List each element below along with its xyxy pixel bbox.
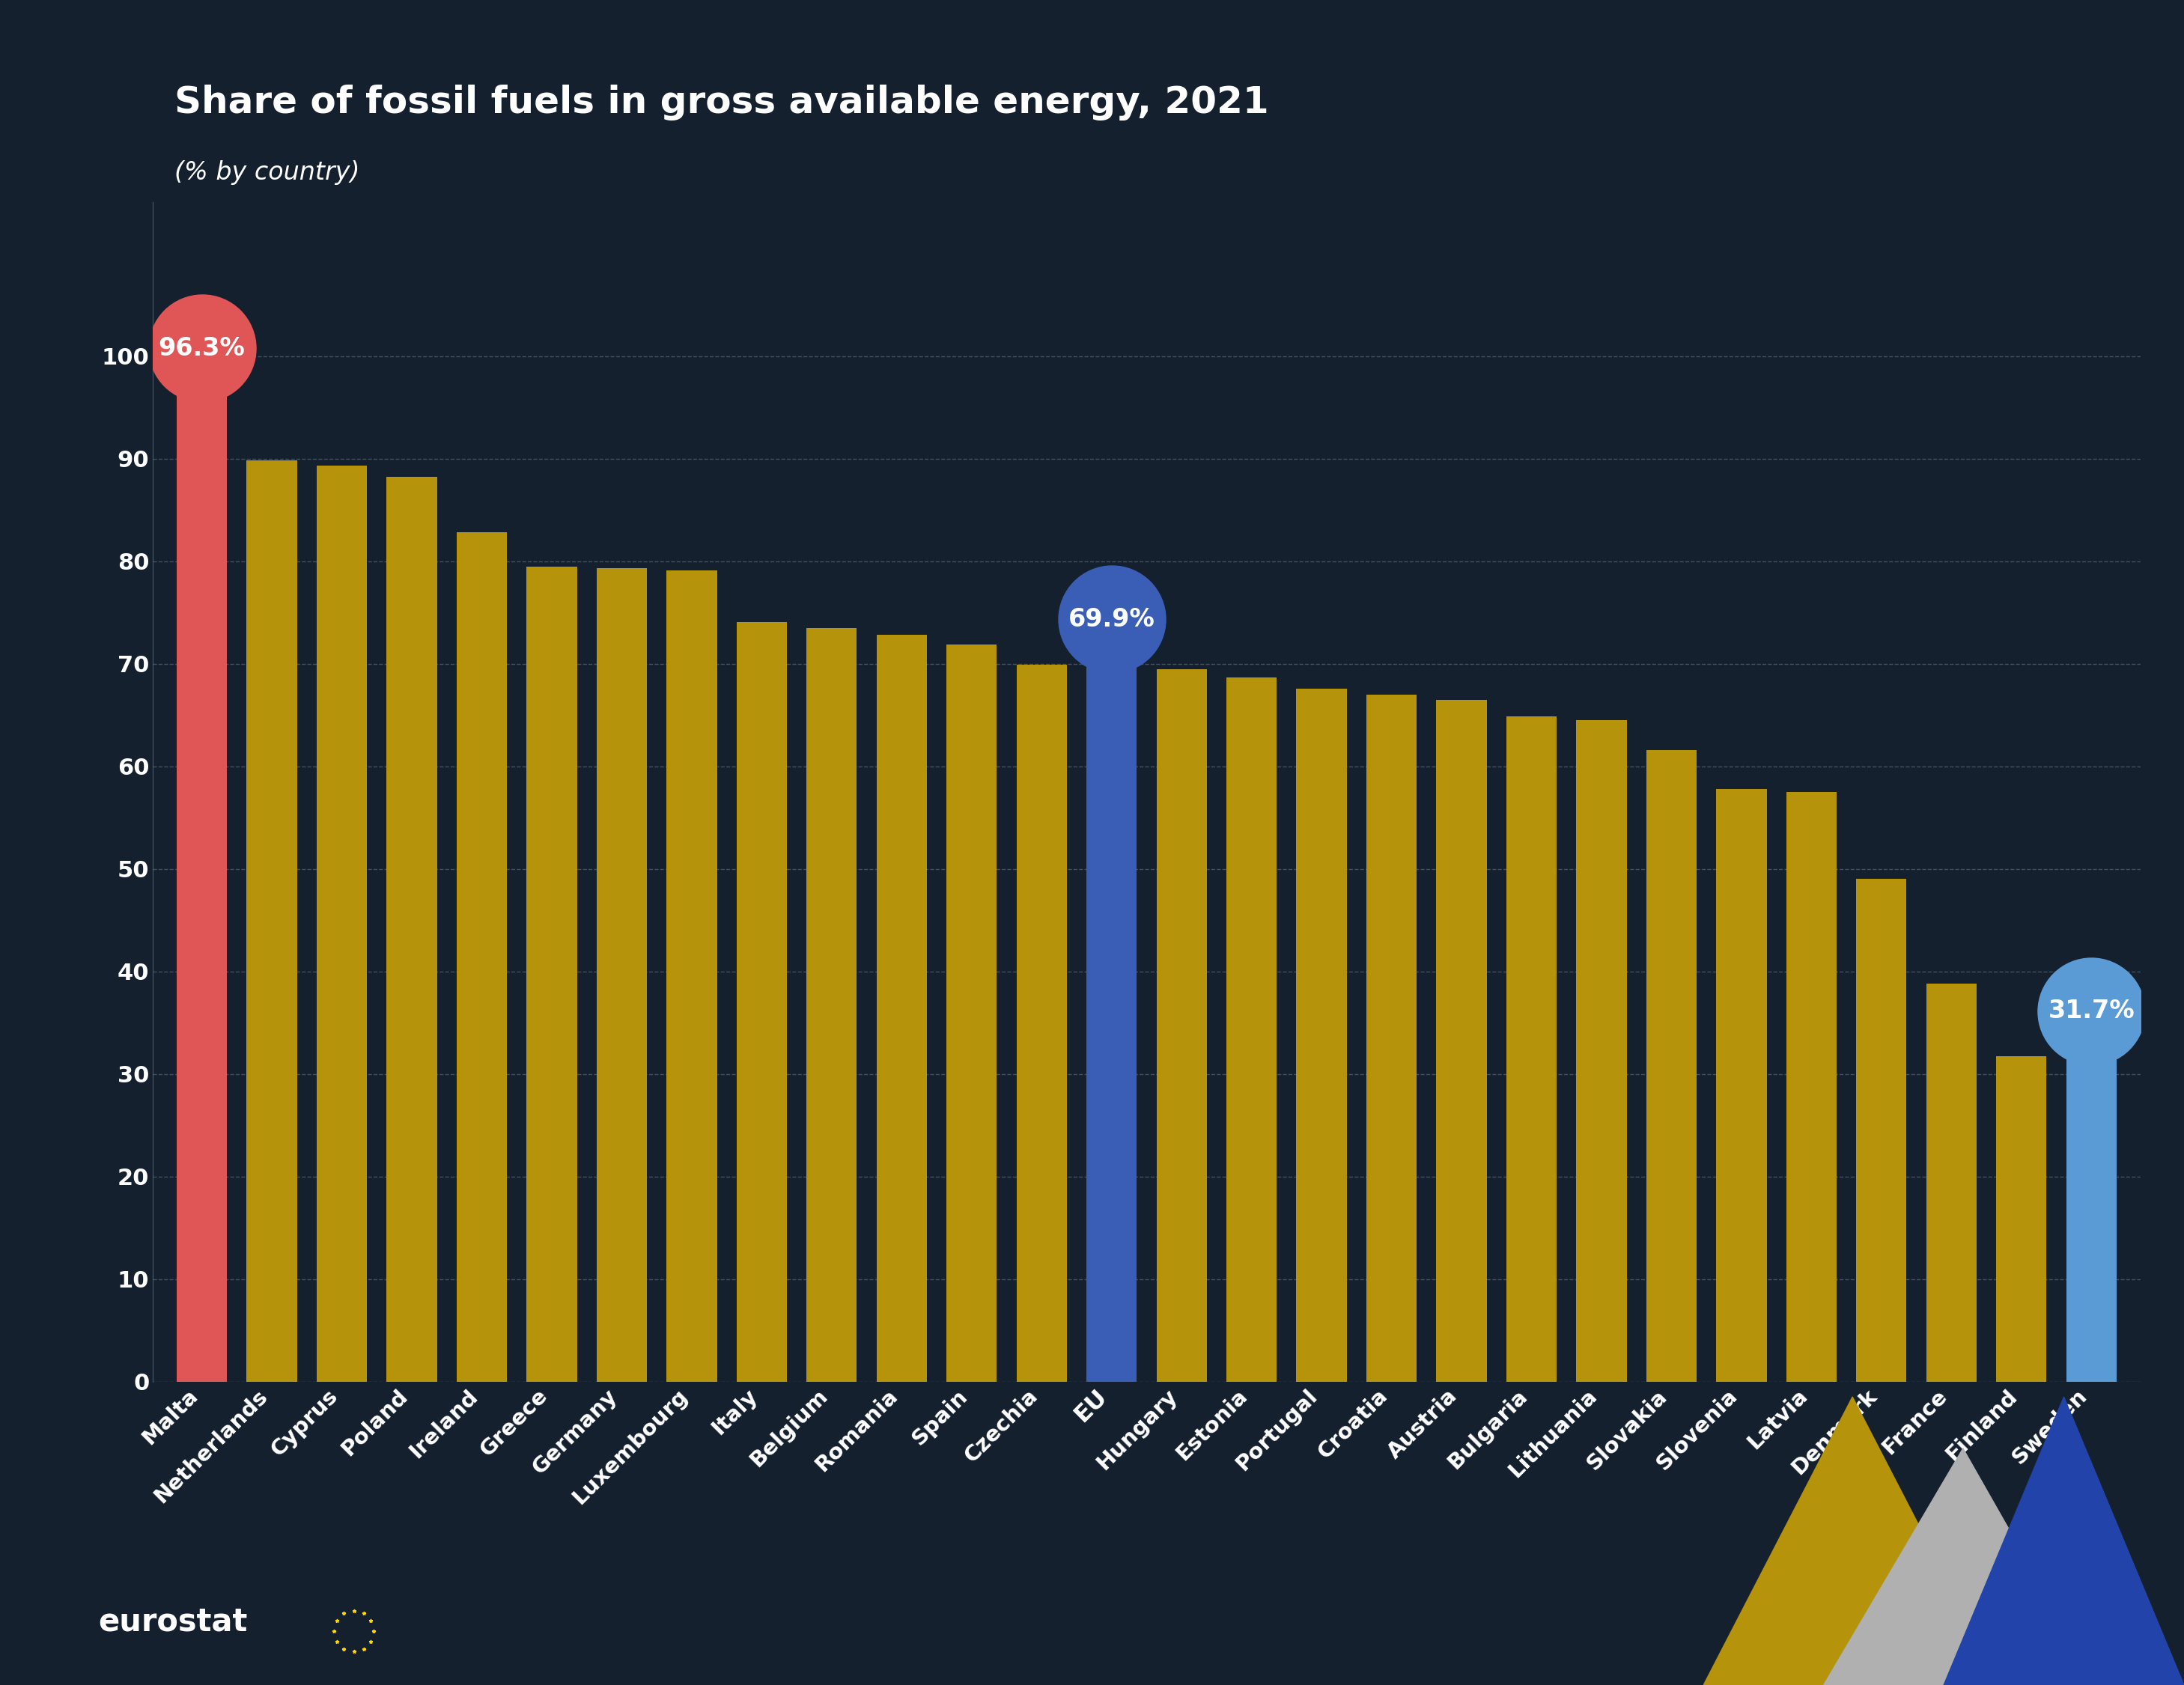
Bar <box>666 571 716 1382</box>
Bar <box>1507 716 1557 1382</box>
Bar <box>1926 984 1977 1382</box>
Bar <box>247 460 297 1382</box>
Bar <box>1367 694 1417 1382</box>
Bar <box>876 635 926 1382</box>
Text: eurostat: eurostat <box>98 1606 247 1638</box>
Polygon shape <box>1704 1397 2001 1685</box>
Bar <box>1016 666 1066 1382</box>
Bar <box>1437 699 1487 1382</box>
Bar <box>1996 1056 2046 1382</box>
Bar <box>736 622 786 1382</box>
Bar <box>526 566 577 1382</box>
Bar <box>1577 719 1627 1382</box>
Bar <box>1227 677 1278 1382</box>
Bar <box>177 394 227 1382</box>
Point <box>183 335 218 362</box>
Bar <box>2066 1056 2116 1382</box>
Bar <box>1297 689 1348 1382</box>
Point <box>1094 605 1129 632</box>
Bar <box>1647 750 1697 1382</box>
Bar <box>1856 880 1907 1382</box>
Bar <box>1085 666 1138 1382</box>
Bar <box>1717 789 1767 1382</box>
Bar <box>596 568 646 1382</box>
Bar <box>317 465 367 1382</box>
Bar <box>1155 669 1208 1382</box>
Polygon shape <box>1944 1397 2184 1685</box>
Point <box>2075 998 2110 1024</box>
Text: 96.3%: 96.3% <box>159 335 245 361</box>
Bar <box>387 477 437 1382</box>
Bar <box>946 644 996 1382</box>
Bar <box>1787 792 1837 1382</box>
Bar <box>806 629 856 1382</box>
Text: (% by country): (% by country) <box>175 160 360 185</box>
Bar <box>456 532 507 1382</box>
Polygon shape <box>1824 1449 2097 1685</box>
Text: 31.7%: 31.7% <box>2049 999 2134 1023</box>
Text: Share of fossil fuels in gross available energy, 2021: Share of fossil fuels in gross available… <box>175 84 1269 120</box>
Text: 69.9%: 69.9% <box>1068 607 1155 632</box>
